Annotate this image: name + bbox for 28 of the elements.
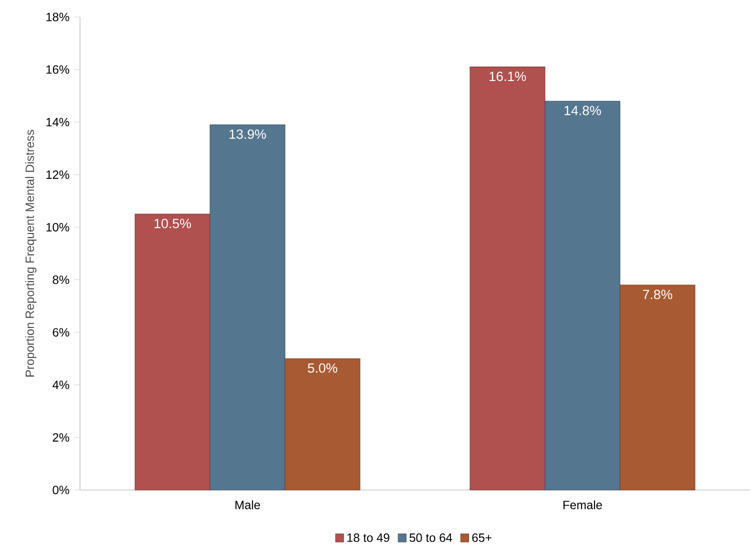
- data-label: 16.1%: [490, 72, 526, 82]
- y-tick-label: 14%: [46, 118, 70, 126]
- bar: [134, 214, 210, 490]
- y-tick-label: 8%: [52, 276, 70, 284]
- y-axis-title: Proportion Reporting Frequent Mental Distress: [25, 130, 36, 377]
- bar: [620, 284, 696, 490]
- y-tick-label: 6%: [52, 328, 70, 337]
- bar: [210, 124, 286, 490]
- y-tick-label: 18%: [46, 12, 70, 22]
- bar: [470, 66, 546, 490]
- data-label: 14.8%: [564, 106, 601, 116]
- legend-label: 50 to 64: [410, 533, 452, 542]
- data-label: 13.9%: [230, 129, 266, 139]
- bar: [544, 100, 620, 490]
- data-label: 5.0%: [308, 363, 338, 373]
- legend-label: 65+: [472, 533, 492, 542]
- data-label: 10.5%: [154, 218, 191, 228]
- y-tick-label: 4%: [52, 380, 70, 390]
- y-tick-label: 12%: [46, 170, 70, 179]
- y-tick-label: 0%: [52, 486, 70, 494]
- x-tick-label: Male: [235, 500, 260, 510]
- data-label: 7.8%: [642, 290, 672, 300]
- bar: [284, 358, 360, 490]
- y-tick-label: 10%: [46, 222, 70, 232]
- x-tick-label: Female: [563, 500, 602, 510]
- y-tick-label: 2%: [52, 433, 70, 442]
- y-tick-label: 16%: [46, 65, 70, 74]
- legend-label: 18 to 49: [347, 533, 390, 542]
